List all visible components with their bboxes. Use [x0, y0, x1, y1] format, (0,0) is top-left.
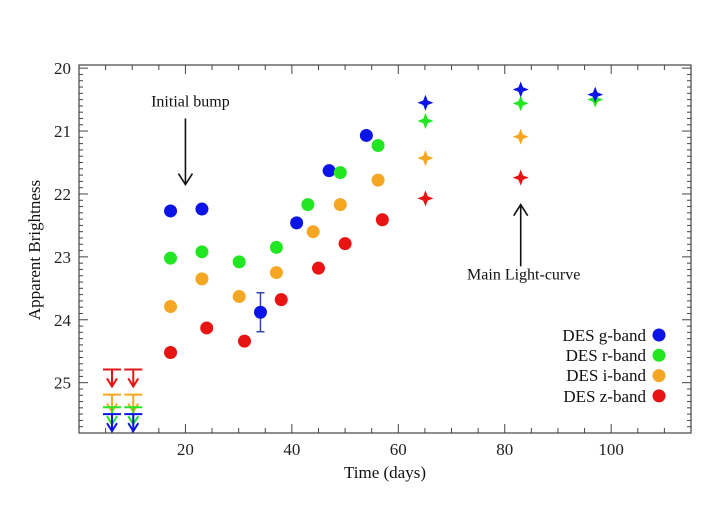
data-point — [164, 251, 178, 265]
data-point — [195, 245, 209, 259]
data-point — [290, 216, 304, 230]
data-point — [232, 255, 246, 269]
star-point — [587, 86, 604, 103]
star-point — [417, 150, 434, 167]
data-point — [164, 204, 178, 218]
x-tick-label: 100 — [598, 440, 624, 459]
axes: 20 40 60 80 100 20 21 22 23 24 25 — [54, 59, 692, 459]
y-tick-label: 23 — [54, 248, 71, 267]
star-point — [417, 94, 434, 111]
x-tick-label: 40 — [283, 440, 300, 459]
y-tick-label: 20 — [54, 59, 71, 78]
data-point — [333, 198, 347, 212]
legend: DES g-band DES r-band DES i-band DES z-b… — [562, 326, 666, 406]
data-point — [195, 202, 209, 216]
data-point — [238, 334, 252, 348]
legend-label-i: DES i-band — [566, 366, 646, 385]
star-point — [512, 128, 529, 145]
data-point — [253, 305, 267, 319]
star-point — [417, 112, 434, 129]
annotation-main-light-curve: Main Light-curve — [467, 266, 580, 283]
upper-limit-arrowhead — [106, 377, 118, 389]
arrowhead — [513, 203, 529, 217]
data-point — [274, 293, 288, 307]
data-point — [200, 321, 214, 335]
x-tick-label: 20 — [177, 440, 194, 459]
data-point — [322, 164, 336, 178]
y-tick-label: 21 — [54, 122, 71, 141]
y-tick-label: 22 — [54, 185, 71, 204]
data-point — [333, 166, 347, 180]
legend-label-z: DES z-band — [563, 387, 646, 406]
upper-limit-arrowhead — [106, 422, 118, 434]
y-tick-label: 24 — [54, 311, 72, 330]
data-point — [232, 289, 246, 303]
legend-label-g: DES g-band — [562, 326, 646, 345]
data-point — [269, 240, 283, 254]
star-point — [512, 95, 529, 112]
data-point — [269, 266, 283, 280]
data-point — [301, 198, 315, 212]
legend-marker — [652, 328, 666, 342]
legend-marker — [652, 389, 666, 403]
legend-marker — [652, 369, 666, 383]
y-tick-label: 25 — [54, 374, 71, 393]
plot-frame — [78, 64, 692, 434]
data-point — [359, 128, 373, 142]
data-marks — [102, 81, 604, 434]
y-axis-label: Apparent Brightness — [25, 180, 44, 320]
data-point — [195, 272, 209, 286]
arrowhead — [177, 173, 194, 187]
legend-label-r: DES r-band — [566, 346, 647, 365]
data-point — [306, 225, 320, 239]
data-point — [375, 213, 389, 227]
annotation-initial-bump: Initial bump — [151, 93, 230, 110]
star-point — [417, 190, 434, 207]
star-point — [512, 169, 529, 186]
data-point — [371, 139, 385, 153]
data-point — [371, 173, 385, 187]
star-point — [512, 81, 529, 98]
x-axis-label: Time (days) — [344, 463, 426, 482]
upper-limit-arrowhead — [127, 377, 140, 389]
x-tick-label: 60 — [390, 440, 407, 459]
upper-limit-arrowhead — [127, 422, 140, 434]
annotations: Initial bump Main Light-curve — [151, 93, 580, 283]
data-point — [164, 300, 178, 314]
data-point — [311, 261, 325, 275]
data-point — [164, 345, 178, 359]
data-point — [338, 237, 352, 251]
x-tick-label: 80 — [496, 440, 513, 459]
legend-marker — [652, 348, 666, 362]
